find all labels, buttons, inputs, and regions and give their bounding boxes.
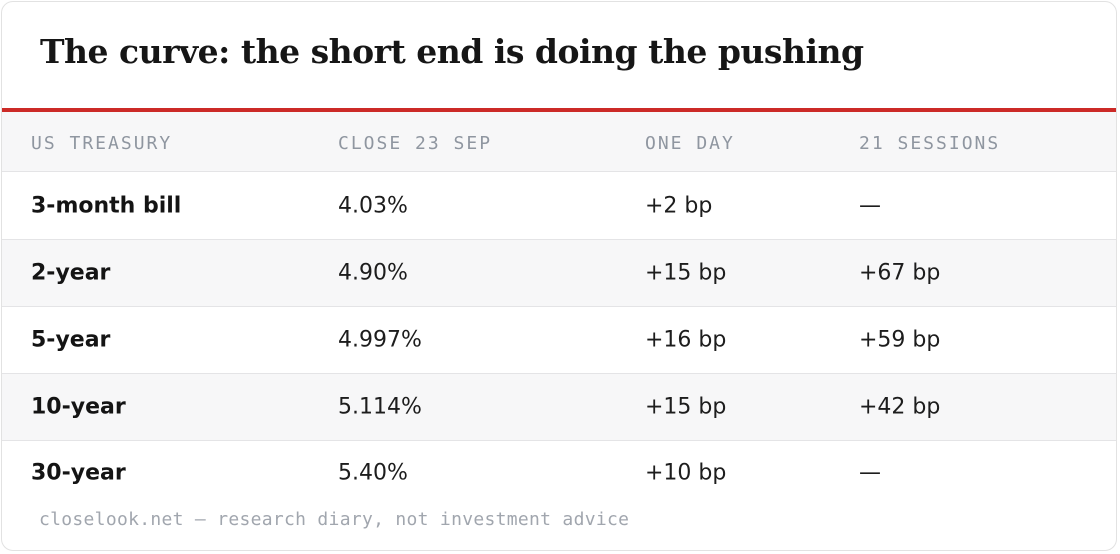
sessions-change-cell: — [859, 460, 881, 486]
table-row: 10-year 5.114% +15 bp +42 bp [2, 374, 1116, 441]
one-day-change-cell: +10 bp [645, 460, 727, 486]
close-yield-cell: 4.03% [338, 193, 408, 218]
card-title: The curve: the short end is doing the pu… [40, 32, 864, 71]
table-header-row: US TREASURY CLOSE 23 SEP ONE DAY 21 SESS… [2, 112, 1116, 172]
one-day-change-cell: +15 bp [645, 260, 727, 286]
close-yield-cell: 4.997% [338, 327, 422, 353]
maturity-cell: 5-year [31, 327, 111, 353]
table-row: 3-month bill 4.03% +2 bp — [2, 172, 1116, 240]
close-yield-cell: 5.40% [338, 460, 408, 486]
table-row: 2-year 4.90% +15 bp +67 bp [2, 240, 1116, 307]
table-row: 30-year 5.40% +10 bp — [2, 441, 1116, 505]
sessions-change-cell: +59 bp [859, 327, 941, 353]
sessions-change-cell: +42 bp [859, 394, 941, 420]
column-header-21-sessions: 21 SESSIONS [859, 133, 1001, 154]
one-day-change-cell: +15 bp [645, 394, 727, 420]
table-row: 5-year 4.997% +16 bp +59 bp [2, 307, 1116, 374]
column-header-close: CLOSE 23 SEP [338, 133, 493, 154]
accent-divider [2, 108, 1116, 112]
maturity-cell: 2-year [31, 260, 111, 286]
source-footer: closelook.net — research diary, not inve… [39, 509, 630, 530]
one-day-change-cell: +16 bp [645, 327, 727, 353]
close-yield-cell: 4.90% [338, 260, 408, 286]
one-day-change-cell: +2 bp [645, 193, 713, 218]
close-yield-cell: 5.114% [338, 394, 422, 420]
maturity-cell: 10-year [31, 394, 126, 420]
sessions-change-cell: — [859, 193, 881, 218]
maturity-cell: 30-year [31, 460, 126, 486]
column-header-treasury: US TREASURY [31, 133, 173, 154]
column-header-one-day: ONE DAY [645, 133, 735, 154]
maturity-cell: 3-month bill [31, 193, 182, 218]
sessions-change-cell: +67 bp [859, 260, 941, 286]
